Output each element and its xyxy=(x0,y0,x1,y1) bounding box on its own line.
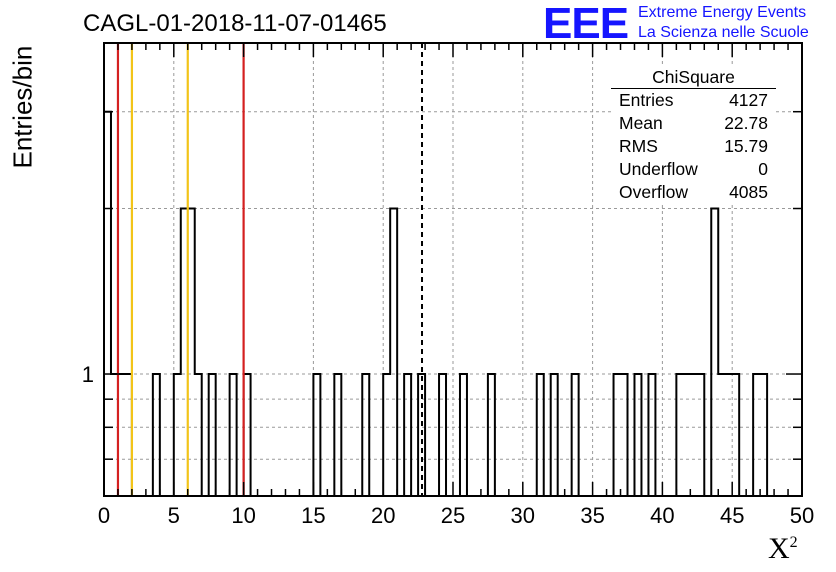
stats-label: Overflow xyxy=(619,182,689,202)
histogram-bin xyxy=(648,374,655,496)
histogram-bin xyxy=(732,374,739,496)
histogram-bin xyxy=(614,374,621,496)
histogram-bin xyxy=(153,374,160,496)
histogram-bin xyxy=(313,374,320,496)
x-tick-label: 45 xyxy=(720,503,744,528)
stats-value: 22.78 xyxy=(724,113,768,133)
chart-title: CAGL-01-2018-11-07-01465 xyxy=(83,10,387,37)
logo-line-2: La Scienza nelle Scuole xyxy=(638,24,809,41)
histogram-bin xyxy=(718,374,725,496)
histogram-bin xyxy=(753,374,760,496)
histogram-bin xyxy=(683,374,690,496)
histogram-bin xyxy=(230,374,237,496)
histogram-bin xyxy=(334,374,341,496)
stats-row: RMS 15.79 xyxy=(611,135,776,158)
histogram-bin xyxy=(488,374,495,496)
x-tick-label: 35 xyxy=(580,503,604,528)
x-tick-label: 5 xyxy=(168,503,180,528)
stats-label: Underflow xyxy=(619,159,698,179)
histogram-bin xyxy=(676,374,683,496)
x-tick-label: 30 xyxy=(511,503,535,528)
histogram-bin xyxy=(439,374,446,496)
x-tick-label: 50 xyxy=(790,503,814,528)
histogram-bin xyxy=(195,374,202,496)
stats-row: Mean 22.78 xyxy=(611,112,776,135)
histogram-bin xyxy=(362,374,369,496)
stats-row: Underflow 0 xyxy=(611,158,776,181)
stats-value: 15.79 xyxy=(724,136,768,156)
histogram-bin xyxy=(572,374,579,496)
x-tick-label: 20 xyxy=(371,503,395,528)
histogram-bin xyxy=(174,374,181,496)
x-tick-label: 25 xyxy=(441,503,465,528)
x-tick-label: 0 xyxy=(98,503,110,528)
stats-label: Mean xyxy=(619,113,663,133)
histogram-bin xyxy=(634,374,641,496)
x-tick-label: 15 xyxy=(301,503,325,528)
x-axis-label-superscript: 2 xyxy=(789,534,798,551)
histogram-bin xyxy=(551,374,558,496)
stats-row: Entries 4127 xyxy=(611,89,776,112)
histogram-bin xyxy=(104,112,111,496)
stats-row: Overflow 4085 xyxy=(611,181,776,204)
histogram-bin xyxy=(390,209,397,496)
x-axis-label: X2 xyxy=(768,532,798,566)
stats-value: 4127 xyxy=(729,90,768,110)
stats-label: Entries xyxy=(619,90,674,110)
y-tick-label: 1 xyxy=(82,362,94,387)
histogram-bin xyxy=(697,374,704,496)
histogram-bin xyxy=(621,374,628,496)
stats-box-title: ChiSquare xyxy=(611,66,776,89)
histogram-bin xyxy=(537,374,544,496)
histogram-bin xyxy=(404,374,411,496)
histogram-bin xyxy=(725,374,732,496)
y-axis-label: Entries/bin xyxy=(7,45,38,169)
histogram-bin xyxy=(690,374,697,496)
histogram-bin xyxy=(383,374,390,496)
logo-line-1: Extreme Energy Events xyxy=(638,4,807,21)
histogram-bin xyxy=(209,374,216,496)
stats-value: 0 xyxy=(758,159,768,179)
x-tick-label: 40 xyxy=(650,503,674,528)
x-axis-label-symbol: X xyxy=(768,532,790,565)
histogram-bin xyxy=(760,374,767,496)
stats-box: ChiSquare Entries 4127 Mean 22.78 RMS 15.79… xyxy=(611,66,776,204)
x-tick-label: 10 xyxy=(231,503,255,528)
stats-label: RMS xyxy=(619,136,658,156)
histogram-bin xyxy=(711,209,718,496)
eee-logo: EEE xyxy=(543,0,629,48)
histogram-bin xyxy=(460,374,467,496)
stats-value: 4085 xyxy=(729,182,768,202)
